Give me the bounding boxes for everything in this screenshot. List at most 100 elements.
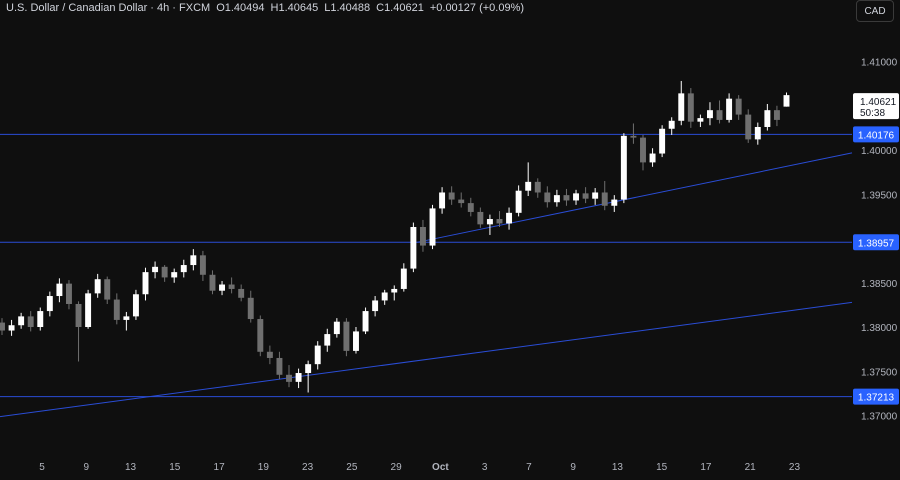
candle-body (381, 292, 388, 301)
x-tick-label: 21 (745, 462, 757, 473)
candle (649, 148, 656, 167)
candle (410, 222, 417, 273)
candle (152, 261, 159, 279)
candle-body (525, 181, 532, 191)
candle-body (649, 153, 656, 163)
candle (190, 249, 197, 271)
candle-body (391, 288, 398, 293)
candle (754, 122, 761, 145)
candle-body (85, 293, 92, 327)
x-tick-label: Oct (432, 462, 449, 473)
candle (56, 278, 63, 303)
x-tick-label: 7 (526, 462, 532, 473)
candle-body (515, 190, 522, 213)
candle-body (152, 266, 159, 273)
candle (209, 270, 216, 295)
candle-body (716, 110, 723, 120)
candle (333, 318, 340, 338)
candle (324, 328, 331, 352)
candle-body (735, 98, 742, 115)
candle (132, 289, 139, 320)
candle (544, 186, 551, 208)
candle-body (678, 93, 685, 121)
candle-body (754, 126, 761, 140)
candle-body (563, 195, 570, 201)
y-tick-label: 1.37000 (861, 412, 898, 423)
candle (534, 178, 541, 198)
candle-body (190, 255, 197, 266)
candle (611, 195, 618, 212)
candle (486, 214, 493, 235)
candle-body (706, 110, 713, 119)
candle-body (104, 279, 111, 300)
candle-body (439, 192, 446, 209)
candle-body (611, 199, 618, 206)
candle (630, 123, 637, 144)
candle (75, 301, 82, 362)
candle-body (180, 265, 187, 273)
candle-body (410, 226, 417, 269)
candle-body (506, 212, 513, 224)
candle (783, 92, 790, 107)
candle (27, 311, 34, 332)
candle (448, 186, 455, 205)
candle-body (458, 199, 465, 204)
candle-body (353, 331, 359, 351)
candle-body (582, 193, 589, 199)
candle-body (544, 192, 551, 203)
candle (247, 290, 254, 323)
x-tick-label: 25 (346, 462, 358, 473)
candle (467, 197, 474, 217)
x-tick-label: 23 (302, 462, 314, 473)
candle (8, 319, 15, 336)
candle (381, 289, 388, 305)
countdown-text: 50:38 (860, 108, 885, 119)
candle (257, 315, 264, 357)
candle-body (630, 135, 637, 138)
current-price-bg (853, 93, 899, 120)
candle (219, 280, 226, 296)
change-value: +0.00127 (+0.09%) (429, 2, 525, 14)
candle-body (132, 294, 139, 317)
candle-body (668, 120, 675, 129)
y-tick-label: 1.39500 (861, 190, 898, 201)
candle (266, 345, 273, 365)
level-label-bg (853, 126, 899, 143)
candle (429, 204, 436, 250)
low-value: L1.40488 (324, 2, 371, 14)
candle (171, 268, 178, 283)
candle (439, 187, 446, 214)
candle-body (8, 325, 15, 331)
candle-body (228, 284, 235, 289)
candle-body (764, 110, 771, 127)
candle (295, 368, 302, 389)
candle-body (534, 181, 541, 193)
level-label-text: 1.37213 (858, 393, 895, 404)
x-tick-label: 17 (214, 462, 226, 473)
candle (419, 219, 426, 252)
candle (726, 93, 733, 123)
candle (515, 185, 522, 217)
candle-body (18, 316, 25, 326)
candle (372, 296, 379, 317)
candle-body (592, 192, 599, 199)
level-price-label: 1.38957 (853, 234, 899, 251)
symbol-title: U.S. Dollar / Canadian Dollar · 4h · FXC… (6, 2, 211, 14)
candle-body (697, 118, 704, 122)
candle-body (219, 284, 226, 291)
candle (391, 285, 398, 301)
candle (458, 192, 465, 208)
candle-body (238, 288, 245, 298)
currency-button[interactable]: CAD (856, 0, 894, 22)
candle (123, 311, 130, 331)
candle-body (333, 321, 340, 335)
candle-body (362, 311, 369, 332)
candle (573, 189, 579, 205)
candle-body (726, 98, 733, 120)
x-tick-label: 9 (84, 462, 90, 473)
candle-body (573, 193, 579, 201)
trendline (417, 152, 853, 243)
